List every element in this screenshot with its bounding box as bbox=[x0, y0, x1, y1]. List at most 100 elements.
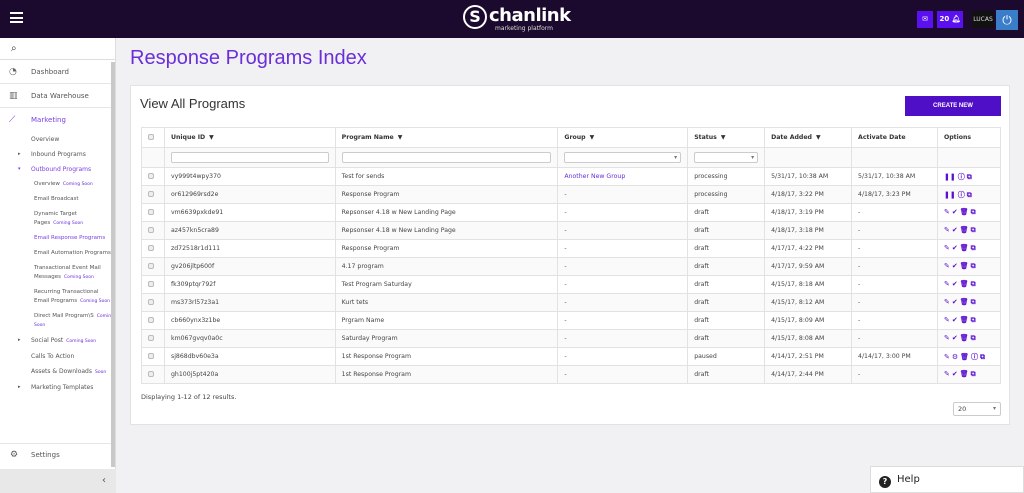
table-row[interactable]: vm6639pxkde91 Repsonser 4.18 w New Landin… bbox=[141, 203, 1002, 222]
trash-icon[interactable]: 🗑︎ bbox=[959, 262, 969, 270]
sidebar-subitem[interactable]: ▾ Outbound Programs bbox=[0, 162, 115, 177]
menu-icon[interactable] bbox=[10, 12, 23, 23]
check-icon[interactable]: ✔ bbox=[951, 226, 958, 234]
trash-icon[interactable]: 🗑︎ bbox=[959, 298, 969, 306]
table-row[interactable]: gh100j5pt420a 1st Response Program - draft 4… bbox=[141, 365, 1002, 384]
table-row[interactable]: fk309ptqr792f Test Program Saturday - draft… bbox=[141, 275, 1002, 294]
copy-icon[interactable]: ⧉ bbox=[980, 352, 986, 361]
copy-icon[interactable]: ⧉ bbox=[970, 370, 976, 378]
group-filter-select[interactable] bbox=[564, 152, 682, 163]
check-icon[interactable]: ✔ bbox=[951, 244, 958, 252]
edit-icon[interactable]: ✎ bbox=[943, 334, 950, 342]
copy-icon[interactable]: ⧉ bbox=[970, 262, 976, 270]
column-header[interactable]: Status ▼ bbox=[687, 127, 766, 148]
trash-icon[interactable]: 🗑︎ bbox=[959, 244, 969, 252]
row-checkbox[interactable] bbox=[148, 298, 154, 305]
copy-icon[interactable]: ⧉ bbox=[970, 280, 976, 288]
table-row[interactable]: or612969rsd2e Response Program - processing… bbox=[141, 185, 1002, 204]
row-checkbox[interactable] bbox=[148, 226, 154, 233]
collapse-sidebar-button[interactable]: ‹ bbox=[0, 469, 116, 493]
copy-icon[interactable]: ⧉ bbox=[970, 244, 976, 252]
row-checkbox[interactable] bbox=[148, 190, 154, 197]
copy-icon[interactable]: ⧉ bbox=[966, 190, 972, 199]
copy-icon[interactable]: ⧉ bbox=[970, 208, 976, 216]
sidebar-subitem[interactable]: Email Broadcast bbox=[0, 192, 115, 207]
trash-icon[interactable]: 🗑︎ bbox=[959, 370, 969, 378]
program-name-filter-input[interactable] bbox=[341, 152, 552, 163]
pause-icon[interactable]: ❚❚ bbox=[943, 190, 956, 199]
sidebar-subitem[interactable]: Recurring Transactional Email Programs Co… bbox=[0, 285, 115, 309]
trash-icon[interactable]: 🗑︎ bbox=[959, 226, 969, 234]
sidebar-subitem[interactable]: Assets & Downloads Soon bbox=[0, 364, 115, 380]
check-icon[interactable]: ✔ bbox=[951, 208, 958, 216]
column-header[interactable]: Date Added ▼ bbox=[764, 127, 853, 148]
sidebar-subitem[interactable]: Overview Coming Soon bbox=[0, 177, 115, 192]
power-icon[interactable]: ⏻ bbox=[996, 10, 1018, 30]
column-header[interactable]: Program Name ▼ bbox=[334, 127, 559, 148]
info-icon[interactable]: ⓘ bbox=[957, 172, 965, 181]
sort-caret-icon[interactable]: ▼ bbox=[589, 134, 595, 141]
mail-button[interactable]: ✉ bbox=[917, 11, 933, 28]
sidebar-subitem[interactable]: ▸ Inbound Programs bbox=[0, 147, 115, 162]
create-new-button[interactable]: CREATE NEW bbox=[905, 96, 1001, 116]
copy-icon[interactable]: ⧉ bbox=[966, 172, 972, 181]
row-checkbox[interactable] bbox=[148, 316, 154, 323]
sidebar-subitem[interactable]: Email Automation Programs bbox=[0, 246, 115, 261]
table-row[interactable]: vy999t4wpy370 Test for sends Another New G… bbox=[141, 167, 1002, 186]
unique-id-filter-input[interactable] bbox=[170, 152, 329, 163]
sort-caret-icon[interactable]: ▼ bbox=[816, 134, 821, 141]
check-icon[interactable]: ✔ bbox=[951, 280, 958, 288]
sidebar-subitem[interactable]: ▸ Social Post Coming Soon bbox=[0, 333, 115, 349]
select-all-checkbox[interactable] bbox=[148, 133, 154, 140]
play-icon[interactable]: ⚙ bbox=[951, 352, 959, 361]
copy-icon[interactable]: ⧉ bbox=[970, 316, 976, 324]
edit-icon[interactable]: ✎ bbox=[943, 352, 950, 361]
info-icon[interactable]: ⓘ bbox=[957, 190, 965, 199]
trash-icon[interactable]: 🗑︎ bbox=[959, 280, 969, 288]
row-checkbox[interactable] bbox=[148, 280, 154, 287]
user-name[interactable]: LUCAS bbox=[972, 11, 994, 28]
edit-icon[interactable]: ✎ bbox=[943, 262, 950, 270]
check-icon[interactable]: ✔ bbox=[951, 298, 958, 306]
edit-icon[interactable]: ✎ bbox=[943, 244, 950, 252]
row-checkbox[interactable] bbox=[148, 262, 154, 269]
table-row[interactable]: sj868dbv60e3a 1st Response Program - paused… bbox=[141, 347, 1002, 366]
sort-caret-icon[interactable]: ▼ bbox=[397, 134, 403, 141]
sidebar-scrollbar[interactable] bbox=[111, 62, 115, 467]
sidebar-item-dashboard[interactable]: ◔ Dashboard bbox=[0, 60, 115, 84]
copy-icon[interactable]: ⧉ bbox=[970, 334, 976, 342]
column-header[interactable]: Group ▼ bbox=[557, 127, 689, 148]
sidebar-subitem[interactable]: Transactional Event Mail Messages Coming … bbox=[0, 261, 115, 285]
help-button[interactable]: ? Help bbox=[870, 466, 1024, 493]
column-header[interactable]: Unique ID ▼ bbox=[163, 127, 336, 148]
check-icon[interactable]: ✔ bbox=[951, 370, 958, 378]
pause-icon[interactable]: ❚❚ bbox=[943, 172, 956, 181]
sidebar-item-settings[interactable]: ⚙ Settings bbox=[0, 443, 111, 465]
sidebar-subitem[interactable]: ▸ Marketing Templates bbox=[0, 380, 115, 395]
table-row[interactable]: ms373rl57z3a1 Kurt tets - draft 4/15/17, 8:1… bbox=[141, 293, 1002, 312]
table-row[interactable]: az457kn5cra89 Repsonser 4.18 w New Landin… bbox=[141, 221, 1002, 240]
row-checkbox[interactable] bbox=[148, 352, 154, 359]
cell-group[interactable]: Another New Group bbox=[557, 167, 689, 186]
trash-icon[interactable]: 🗑︎ bbox=[960, 352, 970, 361]
row-checkbox[interactable] bbox=[148, 208, 154, 215]
table-row[interactable]: zd72518r1d111 Response Program - draft 4/17/… bbox=[141, 239, 1002, 258]
trash-icon[interactable]: 🗑︎ bbox=[959, 208, 969, 216]
sidebar-subitem[interactable]: Calls To Action bbox=[0, 349, 115, 364]
info-icon[interactable]: ⓘ bbox=[971, 352, 979, 361]
sidebar-subitem[interactable]: Overview bbox=[0, 132, 115, 147]
table-row[interactable]: cb660ynx3z1be Prgram Name - draft 4/15/17, 8… bbox=[141, 311, 1002, 330]
row-checkbox[interactable] bbox=[148, 334, 154, 341]
notifications-button[interactable]: 20 🔔︎ bbox=[937, 11, 963, 28]
status-filter-select[interactable] bbox=[694, 152, 759, 163]
trash-icon[interactable]: 🗑︎ bbox=[959, 334, 969, 342]
page-size-select[interactable]: 20 bbox=[953, 402, 1001, 416]
sidebar-subitem[interactable]: Direct Mail Program\S Coming Soon bbox=[0, 309, 115, 333]
edit-icon[interactable]: ✎ bbox=[943, 316, 950, 324]
edit-icon[interactable]: ✎ bbox=[943, 370, 950, 378]
logo[interactable]: S chanlink marketing platform bbox=[463, 5, 571, 33]
edit-icon[interactable]: ✎ bbox=[943, 208, 950, 216]
search-icon[interactable]: ⌕ bbox=[0, 38, 115, 60]
copy-icon[interactable]: ⧉ bbox=[970, 298, 976, 306]
edit-icon[interactable]: ✎ bbox=[943, 280, 950, 288]
